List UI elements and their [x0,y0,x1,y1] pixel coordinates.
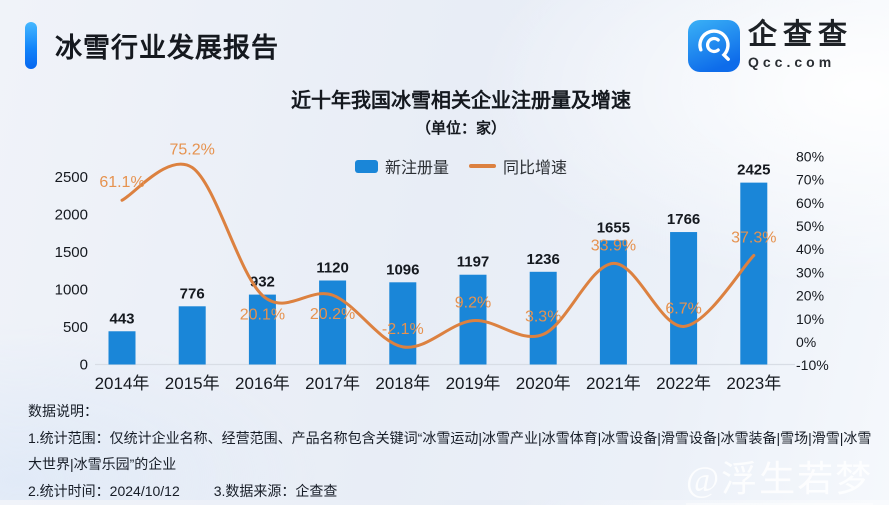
chart-text: 2022年 [656,374,711,393]
chart-text: 9.2% [455,295,491,312]
chart-title: 近十年我国冰雪相关企业注册量及增速 [291,90,631,112]
chart-text: 500 [63,319,88,336]
legend-line-label: 同比增速 [503,160,568,177]
legend-bar-label: 新注册量 [384,160,449,177]
chart-text: 80% [796,148,824,164]
chart-text: 2015年 [165,374,220,393]
report-title: 冰雪行业发展报告 [55,33,279,63]
legend-line-swatch [469,164,496,168]
chart-text: 10% [796,311,824,327]
chart-text: 2018年 [375,374,430,393]
bar-2014年 [108,331,136,365]
chart-text: -10% [796,357,829,373]
chart-text: 6.7% [665,300,701,317]
chart-text: 33.9% [591,237,636,254]
qcc-logo-icon [688,20,740,72]
chart-text: 70% [796,172,824,188]
chart-text: 50% [796,218,824,234]
bar-2018年 [389,282,417,365]
watermark: @浮生若梦 [686,450,874,505]
chart-text: 443 [109,310,134,327]
chart-text: 1655 [597,219,630,236]
chart-text: -2.1% [382,321,424,338]
legend-bar-swatch [354,159,378,173]
notes-scope: 1.统计范围：仅统计企业名称、经营范围、产品名称包含关键词“冰雪运动|冰雪产业|… [28,429,872,473]
qcc-logo: 企查查 Qcc.com [688,19,854,72]
chart-text: 40% [796,241,824,257]
chart-header: 近十年我国冰雪相关企业注册量及增速 （单位：家） 新注册量 同比增速 [35,84,887,178]
chart-text: 776 [180,285,205,302]
chart-text: 0 [80,357,88,374]
chart-text: 1766 [667,211,700,228]
chart-text: 0% [796,334,816,350]
bar-2016年 [248,294,276,365]
chart-text: 61.1% [99,174,144,191]
bar-2021年 [599,240,627,365]
chart-text: 2425 [737,162,770,179]
chart-text: 2016年 [235,374,290,393]
chart-legend: 新注册量 同比增速 [35,154,887,178]
chart-text: 2021年 [586,374,641,393]
chart-text: 2019年 [446,374,501,393]
bar-2020年 [529,271,557,365]
bar-2015年 [178,306,206,365]
notes-heading: 数据说明： [28,403,98,419]
chart-text: 1000 [55,282,88,299]
chart-text: 2017年 [305,374,360,393]
chart-text: 1096 [386,261,419,278]
bar-2022年 [670,232,698,365]
notes-data-source: 3.数据来源：企查查 [213,482,338,499]
chart-text: 2014年 [95,374,150,393]
chart-text: 1500 [55,244,88,261]
qcc-logo-domain: Qcc.com [748,53,836,70]
chart-text: 1120 [316,260,349,277]
chart-subtitle: （单位：家） [415,120,506,137]
chart-text: 75.2% [170,142,215,159]
chart-text: 20% [796,288,824,304]
chart-text: 20.1% [240,306,285,323]
chart-text: 20.2% [310,306,355,323]
bar-2023年 [740,182,768,365]
chart-text: 2500 [55,169,88,186]
title-accent-bar [25,22,37,69]
qcc-logo-name: 企查查 [748,19,854,51]
chart-text: 1197 [457,254,490,271]
chart-text: 37.3% [731,229,776,246]
growth-line [120,162,756,349]
notes-stat-time: 2.统计时间：2024/10/12 [28,482,180,499]
chart-text: 3.3% [525,308,561,325]
chart-text: 1236 [527,251,560,268]
chart-text: 2020年 [516,374,571,393]
chart-text: 2023年 [726,374,781,393]
chart-text: 60% [796,195,824,211]
chart-text: 2000 [55,207,88,224]
chart-text: 30% [796,264,824,280]
data-notes: 数据说明： 1.统计范围：仅统计企业名称、经营范围、产品名称包含关键词“冰雪运动… [28,398,873,504]
